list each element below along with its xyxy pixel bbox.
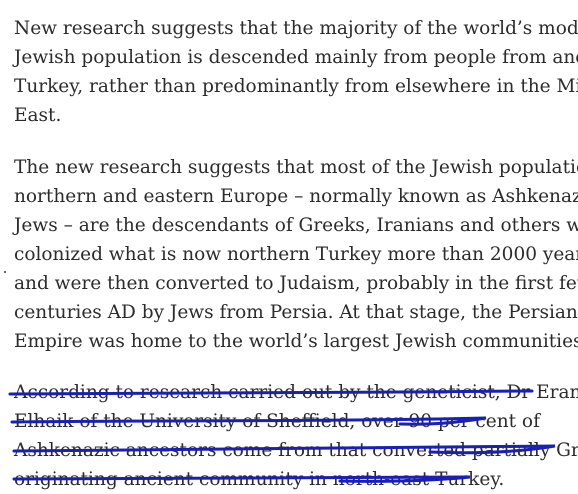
paragraph-3-highlighted: According to research carried out by the… [14, 378, 578, 494]
paragraph-line: New research suggests that the majority … [14, 18, 578, 39]
paragraph-line: Ashkenazic ancestors come from that conv… [14, 440, 578, 461]
paragraph-line: The new research suggests that most of t… [14, 157, 578, 178]
paragraph-line: Jews – are the descendants of Greeks, Ir… [14, 215, 578, 236]
margin-dot [4, 271, 6, 273]
paragraph-line: centuries AD by Jews from Persia. At tha… [14, 302, 578, 323]
paragraph-line: Empire was home to the world’s largest J… [14, 331, 578, 352]
paragraph-1: New research suggests that the majority … [14, 14, 578, 130]
paragraph-line: and were then converted to Judaism, prob… [14, 273, 578, 294]
paragraph-line: According to research carried out by the… [14, 382, 578, 403]
paragraph-line: colonized what is now northern Turkey mo… [14, 244, 578, 265]
paragraph-line: Turkey, rather than predominantly from e… [14, 76, 578, 97]
paragraph-line: Jewish population is descended mainly fr… [14, 47, 578, 68]
paragraph-2: The new research suggests that most of t… [14, 153, 578, 356]
paragraph-line: East. [14, 105, 62, 126]
article-body: New research suggests that the majority … [14, 14, 578, 494]
paragraph-line: Elhaik of the University of Sheffield, o… [14, 411, 540, 432]
paragraph-line: northern and eastern Europe – normally k… [14, 186, 578, 207]
